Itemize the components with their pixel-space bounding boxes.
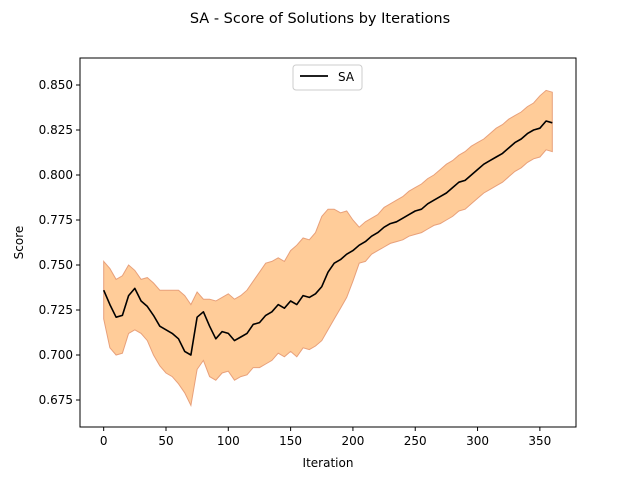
x-axis: 0 50 100 150 200 250 300 350 — [100, 427, 551, 448]
x-tick-label-300: 300 — [466, 434, 489, 448]
x-tick-label-50: 50 — [158, 434, 173, 448]
y-tick-label-0.800: 0.800 — [39, 168, 73, 182]
y-tick-label-0.850: 0.850 — [39, 78, 73, 92]
x-tick-label-0: 0 — [100, 434, 108, 448]
y-tick-label-0.775: 0.775 — [39, 213, 73, 227]
legend-box — [292, 64, 363, 91]
legend: SA — [292, 64, 363, 91]
y-axis-label: Score — [12, 226, 26, 260]
y-tick-label-0.675: 0.675 — [39, 393, 73, 407]
plot-frame — [79, 57, 577, 428]
x-tick-label-200: 200 — [341, 434, 364, 448]
plot-area — [102, 89, 553, 408]
chart-title: SA - Score of Solutions by Iterations — [190, 11, 450, 27]
x-tick-label-150: 150 — [279, 434, 302, 448]
y-tick-label-0.725: 0.725 — [39, 303, 73, 317]
series-line-sa — [102, 120, 553, 356]
y-tick-label-0.750: 0.750 — [39, 258, 73, 272]
y-axis: 0.675 0.700 0.725 0.750 0.775 0.800 0.825 0.850 — [39, 78, 80, 407]
y-tick-label-0.825: 0.825 — [39, 123, 73, 137]
x-tick-label-350: 350 — [528, 434, 551, 448]
x-axis-label: Iteration — [303, 456, 354, 470]
confidence-band — [103, 89, 553, 408]
x-tick-label-100: 100 — [217, 434, 240, 448]
y-tick-label-0.700: 0.700 — [39, 348, 73, 362]
legend-label-sa: SA — [338, 70, 355, 84]
x-tick-label-250: 250 — [404, 434, 427, 448]
